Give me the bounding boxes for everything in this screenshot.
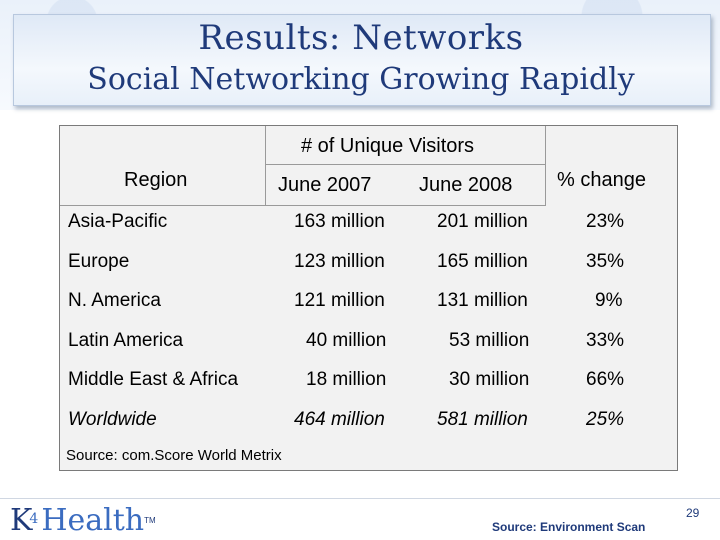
row-june-2007: 40 million: [306, 330, 387, 351]
row-change: 25%: [586, 409, 625, 430]
grid-line: [545, 126, 546, 206]
header-june-2008: June 2008: [419, 174, 513, 196]
row-change: 9%: [595, 290, 623, 311]
header-region: Region: [124, 169, 188, 191]
visitors-table: [59, 125, 678, 471]
row-june-2007: 121 million: [294, 290, 385, 311]
footer-divider: [0, 498, 720, 499]
row-june-2008: 201 million: [437, 211, 528, 232]
row-region: N. America: [68, 290, 161, 311]
row-june-2008: 165 million: [437, 251, 528, 272]
header-unique-visitors: # of Unique Visitors: [301, 135, 475, 157]
row-june-2007: 163 million: [294, 211, 385, 232]
k4health-logo: K4 HealthTM: [10, 503, 156, 538]
row-june-2007: 464 million: [294, 409, 385, 430]
page-number: 29: [686, 506, 700, 520]
grid-line: [265, 205, 545, 206]
row-region: Asia-Pacific: [68, 211, 168, 232]
row-region: Middle East & Africa: [68, 369, 239, 390]
region-header-cell: [60, 126, 266, 206]
row-june-2008: 53 million: [449, 330, 530, 351]
table-source-note: Source: com.Score World Metrix: [66, 447, 282, 464]
row-june-2008: 581 million: [437, 409, 528, 430]
row-change: 66%: [586, 369, 625, 390]
row-change: 33%: [586, 330, 625, 351]
footer-source: Source: Environment Scan: [492, 520, 646, 534]
row-june-2008: 30 million: [449, 369, 530, 390]
row-region: Worldwide: [68, 409, 157, 430]
grid-line: [265, 164, 545, 165]
slide-subtitle: Social Networking Growing Rapidly: [87, 62, 635, 97]
row-region: Europe: [68, 251, 130, 272]
row-june-2008: 131 million: [437, 290, 528, 311]
row-change: 23%: [586, 211, 625, 232]
header-percent-change: % change: [557, 169, 646, 191]
title-banner: [13, 14, 711, 106]
row-june-2007: 18 million: [306, 369, 387, 390]
header-june-2007: June 2007: [278, 174, 372, 196]
row-change: 35%: [586, 251, 625, 272]
row-region: Latin America: [68, 330, 184, 351]
slide-title: Results: Networks: [198, 18, 524, 58]
row-june-2007: 123 million: [294, 251, 385, 272]
